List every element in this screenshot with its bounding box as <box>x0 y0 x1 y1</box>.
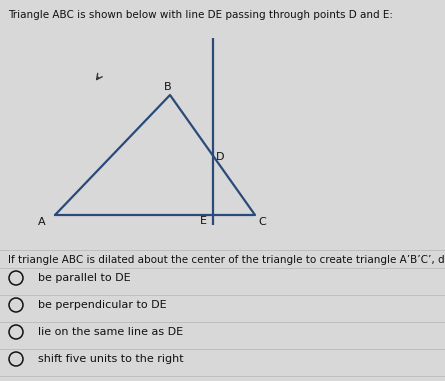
Text: be parallel to DE: be parallel to DE <box>38 273 131 283</box>
Text: A: A <box>38 217 46 227</box>
Text: shift five units to the right: shift five units to the right <box>38 354 184 364</box>
Text: C: C <box>258 217 266 227</box>
Text: Triangle ABC is shown below with line DE passing through points D and E:: Triangle ABC is shown below with line DE… <box>8 10 393 20</box>
Text: lie on the same line as DE: lie on the same line as DE <box>38 327 183 337</box>
Text: be perpendicular to DE: be perpendicular to DE <box>38 300 166 310</box>
Text: B: B <box>164 82 172 92</box>
Text: E: E <box>199 216 206 226</box>
Text: D: D <box>216 152 224 162</box>
Text: If triangle ABC is dilated about the center of the triangle to create triangle A: If triangle ABC is dilated about the cen… <box>8 255 445 265</box>
